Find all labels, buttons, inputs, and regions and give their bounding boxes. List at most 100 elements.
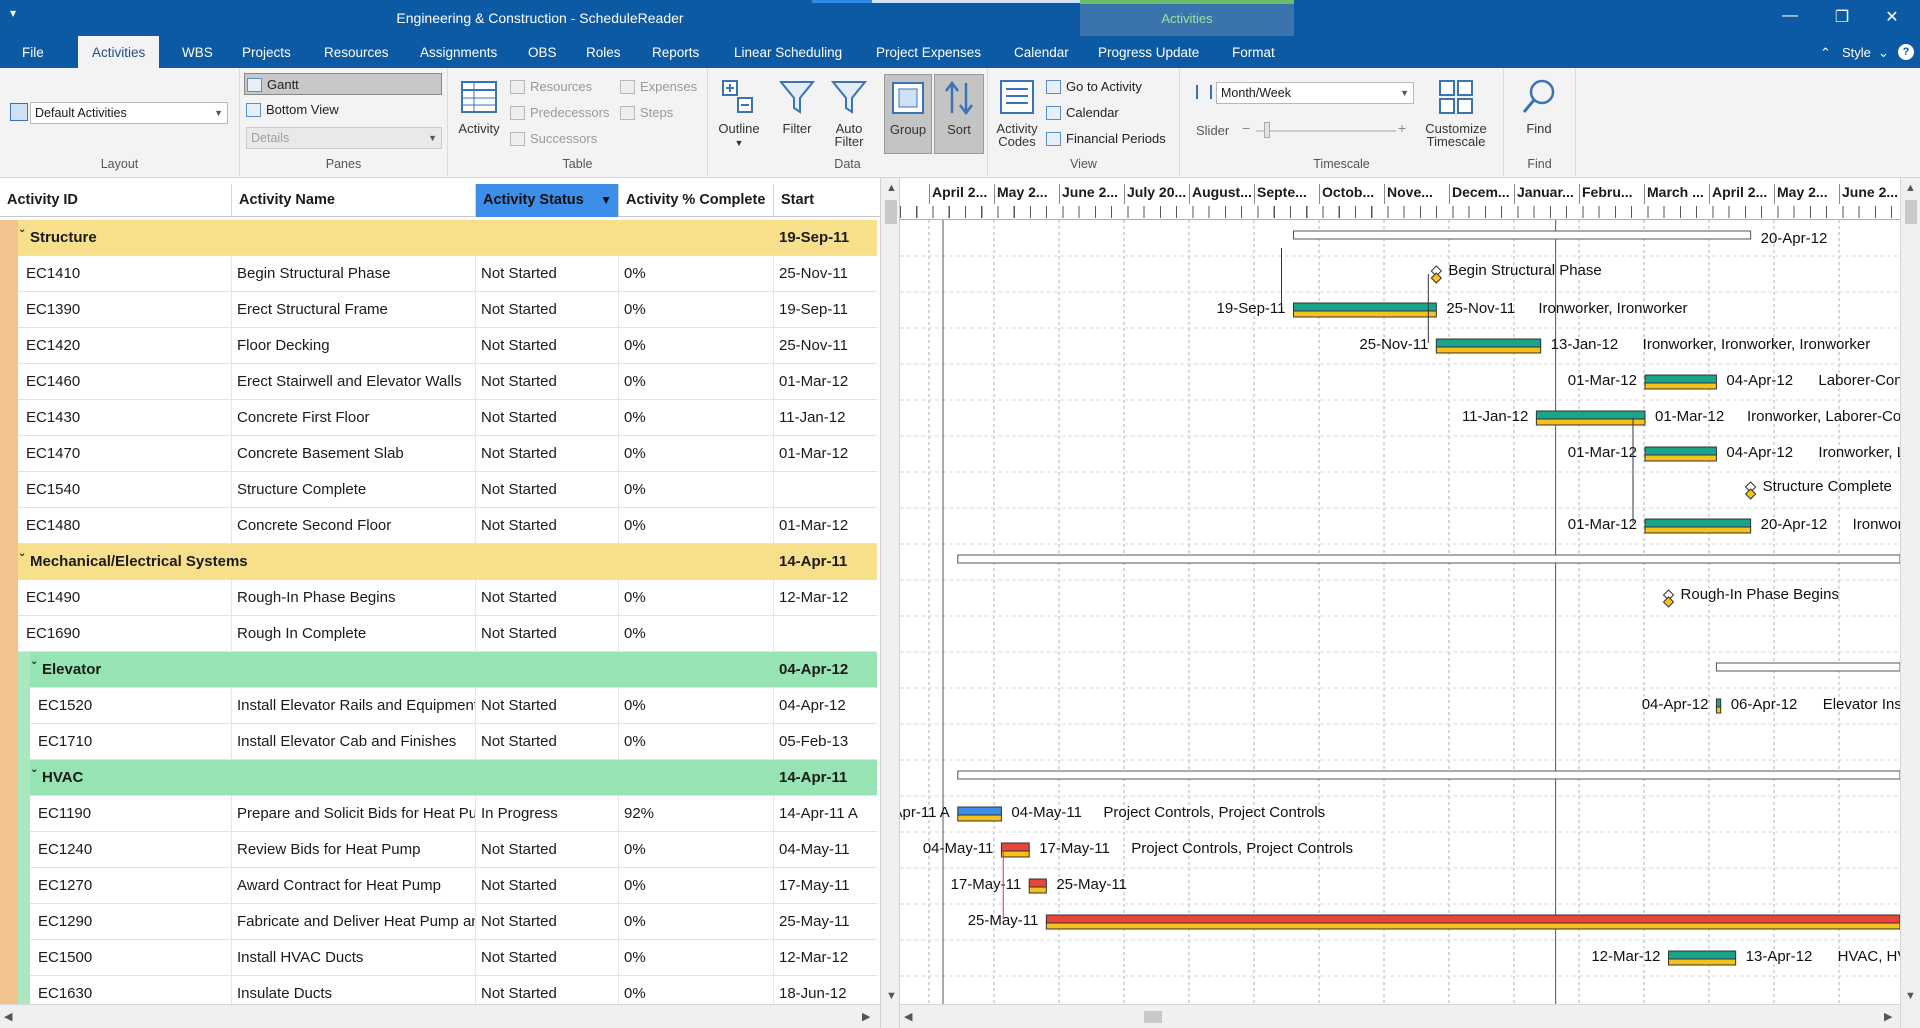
table-row[interactable]: EC1490 Rough-In Phase Begins Not Started 0%… bbox=[0, 580, 877, 616]
bar-label[interactable]: 25-May-11 bbox=[968, 912, 1039, 929]
table-row[interactable]: EC1240 Review Bids for Heat Pump Not Start… bbox=[0, 832, 877, 868]
activity-codes-button[interactable]: Activity Codes bbox=[994, 74, 1040, 154]
table-row[interactable]: EC1470 Concrete Basement Slab Not Started 0… bbox=[0, 436, 877, 472]
tab-assignments[interactable]: Assignments bbox=[420, 45, 498, 60]
table-row[interactable]: EC1690 Rough In Complete Not Started 0% bbox=[0, 616, 877, 652]
scroll-up-icon[interactable]: ▲ bbox=[886, 182, 897, 194]
group-button[interactable]: Group bbox=[884, 74, 932, 154]
bar-label[interactable]: Begin Structural Phase bbox=[1448, 262, 1601, 279]
bar-label[interactable]: 01-Mar-12 bbox=[1655, 408, 1724, 425]
resources-table-button[interactable]: Resources bbox=[508, 76, 592, 98]
tab-roles[interactable]: Roles bbox=[586, 45, 621, 60]
bar-label[interactable]: 04-Apr-12 bbox=[1726, 444, 1793, 461]
help-icon[interactable]: ? bbox=[1898, 44, 1914, 60]
bar-label[interactable]: 04-May-11 bbox=[1011, 804, 1082, 821]
baseline-bar[interactable] bbox=[1028, 886, 1047, 894]
activity-bar[interactable] bbox=[1000, 842, 1030, 852]
activity-table-button[interactable]: Activity bbox=[452, 74, 506, 154]
filter-button[interactable]: Filter bbox=[774, 74, 820, 154]
table-row[interactable]: EC1630 Insulate Ducts Not Started 0% 18-Jun-… bbox=[0, 976, 877, 1005]
style-arrow-icon[interactable]: ⌄ bbox=[1878, 45, 1889, 60]
bar-label[interactable]: 20-Apr-12 bbox=[1761, 516, 1828, 533]
wbs-group-row[interactable]: ⌄ HVAC 14-Apr-11 bbox=[0, 760, 877, 796]
bar-label[interactable]: 04-Apr-12 bbox=[1642, 696, 1709, 713]
table-row[interactable]: EC1190 Prepare and Solicit Bids for Heat … bbox=[0, 796, 877, 832]
bar-label[interactable]: Ironworker bbox=[1853, 516, 1900, 533]
scroll-right-icon[interactable]: ▶ bbox=[1884, 1011, 1893, 1023]
wbs-group-row[interactable]: ⌄ Structure 19-Sep-11 bbox=[0, 220, 877, 256]
activity-bar[interactable] bbox=[1644, 446, 1717, 456]
expenses-table-button[interactable]: Expenses bbox=[618, 76, 697, 98]
baseline-bar[interactable] bbox=[1715, 706, 1722, 714]
bar-label[interactable]: 17-May-11 bbox=[951, 876, 1022, 893]
baseline-bar[interactable] bbox=[1045, 922, 1900, 930]
restore-button[interactable]: ❐ bbox=[1834, 9, 1850, 26]
table-row[interactable]: EC1390 Erect Structural Frame Not Started 0… bbox=[0, 292, 877, 328]
bar-label[interactable]: Rough-In Phase Begins bbox=[1681, 586, 1839, 603]
baseline-bar[interactable] bbox=[1535, 418, 1646, 426]
bar-label[interactable]: 14-Apr-11 A bbox=[900, 804, 950, 821]
table-row[interactable]: EC1540 Structure Complete Not Started 0% bbox=[0, 472, 877, 508]
summary-bar[interactable] bbox=[1292, 230, 1752, 240]
zoom-in-icon[interactable]: + bbox=[1398, 120, 1407, 136]
baseline-bar[interactable] bbox=[1644, 526, 1752, 534]
collapse-ribbon-icon[interactable]: ⌃ bbox=[1820, 45, 1831, 60]
grid-horizontal-scrollbar[interactable]: ◀ ▶ bbox=[0, 1004, 880, 1028]
table-row[interactable]: EC1410 Begin Structural Phase Not Started 0… bbox=[0, 256, 877, 292]
table-row[interactable]: EC1710 Install Elevator Cab and Finishes N… bbox=[0, 724, 877, 760]
zoom-out-icon[interactable]: − bbox=[1242, 120, 1251, 136]
auto-filter-button[interactable]: Auto Filter bbox=[826, 74, 872, 154]
column-activity-id[interactable]: Activity ID bbox=[0, 184, 232, 217]
scroll-thumb[interactable] bbox=[1144, 1011, 1162, 1023]
gantt-horizontal-scrollbar[interactable]: ◀ ▶ bbox=[900, 1004, 1900, 1028]
bar-label[interactable]: 12-Mar-12 bbox=[1591, 948, 1660, 965]
column-start[interactable]: Start bbox=[781, 192, 815, 208]
filter-dropdown-icon[interactable]: ▼ bbox=[600, 193, 612, 207]
close-button[interactable]: ✕ bbox=[1885, 9, 1899, 26]
timescale-combo[interactable]: Month/Week ▼ bbox=[1216, 82, 1414, 104]
milestone-baseline[interactable] bbox=[1662, 596, 1675, 608]
tab-resources[interactable]: Resources bbox=[324, 45, 389, 60]
bar-label[interactable]: Ironworker, Laborer-Concrete bbox=[1747, 408, 1900, 425]
tab-projects[interactable]: Projects bbox=[242, 45, 291, 60]
wbs-group-row[interactable]: ⌄ Elevator 04-Apr-12 bbox=[0, 652, 877, 688]
bar-label[interactable]: Ironworker, Ironworker bbox=[1538, 300, 1687, 317]
activity-bar[interactable] bbox=[1292, 302, 1437, 312]
calendar-button[interactable]: Calendar bbox=[1044, 102, 1119, 124]
table-row[interactable]: EC1520 Install Elevator Rails and Equipme… bbox=[0, 688, 877, 724]
baseline-bar[interactable] bbox=[1000, 850, 1030, 858]
activity-bar[interactable] bbox=[1535, 410, 1646, 420]
go-to-activity-button[interactable]: Go to Activity bbox=[1044, 76, 1142, 98]
bar-label[interactable]: 17-May-11 bbox=[1039, 840, 1110, 857]
bar-label[interactable]: 25-Nov-11 bbox=[1446, 300, 1515, 317]
bar-label[interactable]: Project Controls, Project Controls bbox=[1103, 804, 1325, 821]
tab-format[interactable]: Format bbox=[1232, 45, 1275, 60]
activity-bar[interactable] bbox=[1715, 698, 1722, 708]
summary-bar[interactable] bbox=[957, 770, 1900, 780]
table-row[interactable]: EC1460 Erect Stairwell and Elevator Walls… bbox=[0, 364, 877, 400]
activity-bar[interactable] bbox=[1028, 878, 1047, 888]
activity-bar[interactable] bbox=[1644, 374, 1717, 384]
bar-label[interactable]: 25-Nov-11 bbox=[1359, 336, 1428, 353]
tab-wbs[interactable]: WBS bbox=[182, 45, 213, 60]
bottom-view-toggle[interactable]: Bottom View bbox=[244, 99, 339, 121]
activity-bar[interactable] bbox=[1668, 950, 1737, 960]
timescale-slider[interactable] bbox=[1256, 130, 1396, 132]
bar-label[interactable]: Project Controls, Project Controls bbox=[1131, 840, 1353, 857]
table-row[interactable]: EC1420 Floor Decking Not Started 0% 25-Nov-1… bbox=[0, 328, 877, 364]
gantt-pane-toggle[interactable]: Gantt bbox=[244, 73, 442, 95]
bar-label[interactable]: 20-Apr-12 bbox=[1761, 230, 1828, 247]
bar-label[interactable]: HVAC, HVAC bbox=[1838, 948, 1900, 965]
activity-bar[interactable] bbox=[1644, 518, 1752, 528]
bar-label[interactable]: Ironworker, Ironworker, Ironworker bbox=[1643, 336, 1871, 353]
tab-project-expenses[interactable]: Project Expenses bbox=[876, 45, 982, 60]
steps-table-button[interactable]: Steps bbox=[618, 102, 673, 124]
scroll-down-icon[interactable]: ▼ bbox=[1905, 990, 1916, 1002]
bar-label[interactable]: Ironworker, Laborer-Concrete bbox=[1818, 444, 1900, 461]
bar-label[interactable]: 11-Jan-12 bbox=[1462, 408, 1528, 425]
tab-progress-update[interactable]: Progress Update bbox=[1098, 45, 1200, 60]
outline-button[interactable]: Outline ▼ bbox=[714, 74, 764, 154]
bar-label[interactable]: 13-Jan-12 bbox=[1551, 336, 1619, 353]
successors-table-button[interactable]: Successors bbox=[508, 128, 597, 150]
layout-combo[interactable]: Default Activities ▼ bbox=[30, 102, 228, 124]
